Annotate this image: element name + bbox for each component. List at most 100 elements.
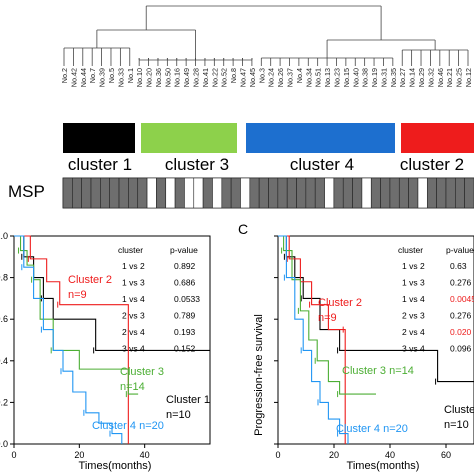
km-series-line: [278, 235, 346, 444]
stats-header: p-value: [446, 245, 474, 255]
msp-cell: [296, 177, 307, 209]
stats-header: cluster: [398, 245, 423, 255]
dendrogram-leaf-label: No.5: [107, 68, 116, 83]
y-tick-label: 0.4: [0, 356, 8, 366]
dendrogram: [63, 5, 469, 66]
msp-cell: [128, 177, 139, 209]
dendrogram-leaf-label: No.28: [192, 68, 201, 87]
msp-cell: [240, 177, 251, 209]
stats-cluster-pair: 3 vs 4: [122, 344, 145, 354]
dendrogram-leaf-label: No.32: [426, 68, 435, 87]
cluster-label: cluster 2: [400, 155, 464, 174]
dendrogram-leaf-label: No.13: [323, 68, 332, 87]
msp-cell: [221, 177, 232, 209]
y-tick-label: 0.8: [0, 273, 8, 283]
dendrogram-leaf-label: No.19: [370, 68, 379, 87]
msp-cell: [314, 177, 325, 209]
cluster-labels: cluster 1 cluster 3 cluster 4 cluster 2: [68, 155, 464, 174]
msp-cell: [230, 177, 241, 209]
series-label: Cluster 1: [166, 394, 210, 406]
x-tick-label: 40: [385, 450, 395, 460]
stats-pvalue: 0.789: [174, 311, 196, 321]
stats-pvalue: 0.096: [450, 344, 472, 354]
series-label: Cluster 3 n=14: [342, 365, 414, 377]
panel-c-letter: C: [238, 221, 248, 237]
stats-cluster-pair: 2 vs 3: [402, 311, 425, 321]
msp-cell: [249, 177, 260, 209]
stats-pvalue: 0.63: [450, 261, 467, 271]
series-n-label: n=9: [318, 312, 337, 324]
dendrogram-leaf-label: No.22: [210, 68, 219, 87]
km-series-line: [278, 235, 474, 383]
series-label: Cluster 1: [444, 404, 474, 416]
stats-cluster-pair: 2 vs 4: [122, 327, 145, 337]
dendrogram-leaf-label: No.44: [79, 68, 88, 87]
msp-cell: [352, 177, 363, 209]
stats-header: cluster: [118, 245, 143, 255]
dendrogram-leaf-label: No.49: [182, 68, 191, 87]
dendrogram-leaf-label: No.33: [116, 68, 125, 87]
dendrogram-leaf-label: No.38: [361, 68, 370, 87]
y-tick-label: 0.2: [0, 397, 8, 407]
stats-pvalue: 0.892: [174, 261, 196, 271]
series-n-label: n=10: [166, 409, 191, 421]
dendrogram-leaf-label: No.8: [229, 68, 238, 83]
dendrogram-leaf-label: No.1: [126, 68, 135, 83]
msp-cell: [277, 177, 288, 209]
dendrogram-leaf-label: No.45: [248, 68, 257, 87]
dendrogram-leaf-label: No.20: [145, 68, 154, 87]
cluster-segment: [141, 123, 237, 153]
msp-cell: [305, 177, 316, 209]
plot-frame: [277, 235, 474, 445]
dendrogram-leaf-label: No.7: [88, 68, 97, 83]
cluster-bar: [63, 123, 474, 153]
msp-cell: [455, 177, 465, 209]
msp-cell: [398, 177, 409, 209]
dendrogram-leaf-label: No.23: [332, 68, 341, 87]
dendrogram-leaf-label: No.41: [201, 68, 210, 87]
msp-cell: [342, 177, 353, 209]
msp-cell: [408, 177, 419, 209]
km-plot-right: 0 20 40 60 Cluster 1 n=10 Cluster 2 n=9 Cluster …: [274, 235, 474, 460]
km-series-line: [14, 235, 129, 444]
msp-cell: [90, 177, 101, 209]
msp-cell: [137, 177, 148, 209]
msp-cell: [62, 177, 73, 209]
msp-cell: [118, 177, 129, 209]
msp-cell: [81, 177, 92, 209]
dendrogram-leaf-label: No.40: [351, 68, 360, 87]
dendrogram-leaf-label: No.24: [267, 68, 276, 87]
x-tick-label: 0: [11, 450, 16, 460]
stats-header: p-value: [170, 245, 198, 255]
series-n-label: n=9: [68, 289, 87, 301]
msp-cell: [361, 177, 372, 209]
msp-cell: [370, 177, 381, 209]
y-tick-label: 0.6: [0, 314, 8, 324]
dendrogram-leaf-label: No.35: [389, 68, 398, 87]
dendrogram-leaf-label: No.21: [445, 68, 454, 87]
series-label: Cluster 4 n=20: [336, 423, 408, 435]
dendrogram-leaf-label: No.12: [464, 68, 473, 87]
dendrogram-leaf-label: No.34: [304, 68, 313, 87]
msp-cell: [165, 177, 176, 209]
x-tick-label: 0: [275, 450, 280, 460]
series-label: Cluster 2: [68, 274, 112, 286]
stats-pvalue: 0.686: [174, 278, 196, 288]
msp-label: MSP: [8, 182, 45, 201]
dendrogram-leaf-label: No.4: [295, 68, 304, 83]
msp-cell: [333, 177, 344, 209]
msp-cell: [445, 177, 456, 209]
dendrogram-leaf-label: No.39: [98, 68, 107, 87]
msp-cell: [417, 177, 428, 209]
dendrogram-leaf-label: No.27: [398, 68, 407, 87]
series-n-label: n=14: [120, 381, 145, 393]
dendrogram-leaf-label: No.2: [60, 68, 69, 83]
stats-cluster-pair: 1 vs 2: [402, 261, 425, 271]
msp-cell: [426, 177, 437, 209]
dendrogram-leaf-label: No.31: [379, 68, 388, 87]
msp-cell: [184, 177, 195, 209]
stats-cluster-pair: 1 vs 4: [402, 294, 425, 304]
dendrogram-leaf-label: No.51: [314, 68, 323, 87]
x-tick-label: 40: [140, 450, 150, 460]
